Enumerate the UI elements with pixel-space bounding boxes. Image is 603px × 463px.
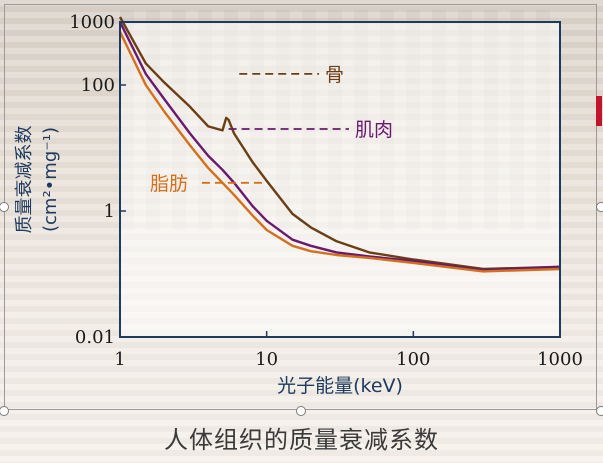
y-tick-label-1: 1 xyxy=(104,201,115,222)
x-tick-label-2: 100 xyxy=(396,349,430,370)
series-label-0: 骨 xyxy=(325,64,344,86)
resize-handle-right[interactable] xyxy=(596,202,603,212)
x-axis-label: 光子能量(keV) xyxy=(277,375,403,397)
x-tick-label-3: 1000 xyxy=(537,349,583,370)
series-line-1 xyxy=(118,21,561,272)
resize-handle-bottom-center[interactable] xyxy=(296,406,306,416)
y-axis-label-line-1: (cm²•mg⁻¹) xyxy=(40,127,61,232)
y-axis-label: 质量衰减系数 (cm²•mg⁻¹) xyxy=(14,126,61,234)
x-tick-label-0: 1 xyxy=(114,349,125,370)
resize-handle-bottom-left[interactable] xyxy=(0,406,9,416)
plot-frame xyxy=(119,21,561,338)
red-accent-bar xyxy=(596,96,602,126)
resize-handle-left[interactable] xyxy=(0,202,9,212)
resize-handle-bottom-right[interactable] xyxy=(596,406,603,416)
x-tick-label-1: 10 xyxy=(255,349,278,370)
series-layer xyxy=(118,16,561,273)
series-line-0 xyxy=(118,16,561,271)
slide-caption: 人体组织的质量衰减系数 xyxy=(164,426,439,454)
series-label-1: 肌肉 xyxy=(355,119,393,141)
plot-area xyxy=(120,22,560,337)
series-label-2: 脂肪 xyxy=(150,173,188,195)
y-tick-label-3: 1000 xyxy=(69,12,115,33)
y-axis-label-line-0: 质量衰减系数 xyxy=(14,126,35,234)
series-line-2 xyxy=(118,31,561,273)
y-tick-label-2: 100 xyxy=(81,75,115,96)
y-tick-label-0: 0.01 xyxy=(75,327,115,348)
